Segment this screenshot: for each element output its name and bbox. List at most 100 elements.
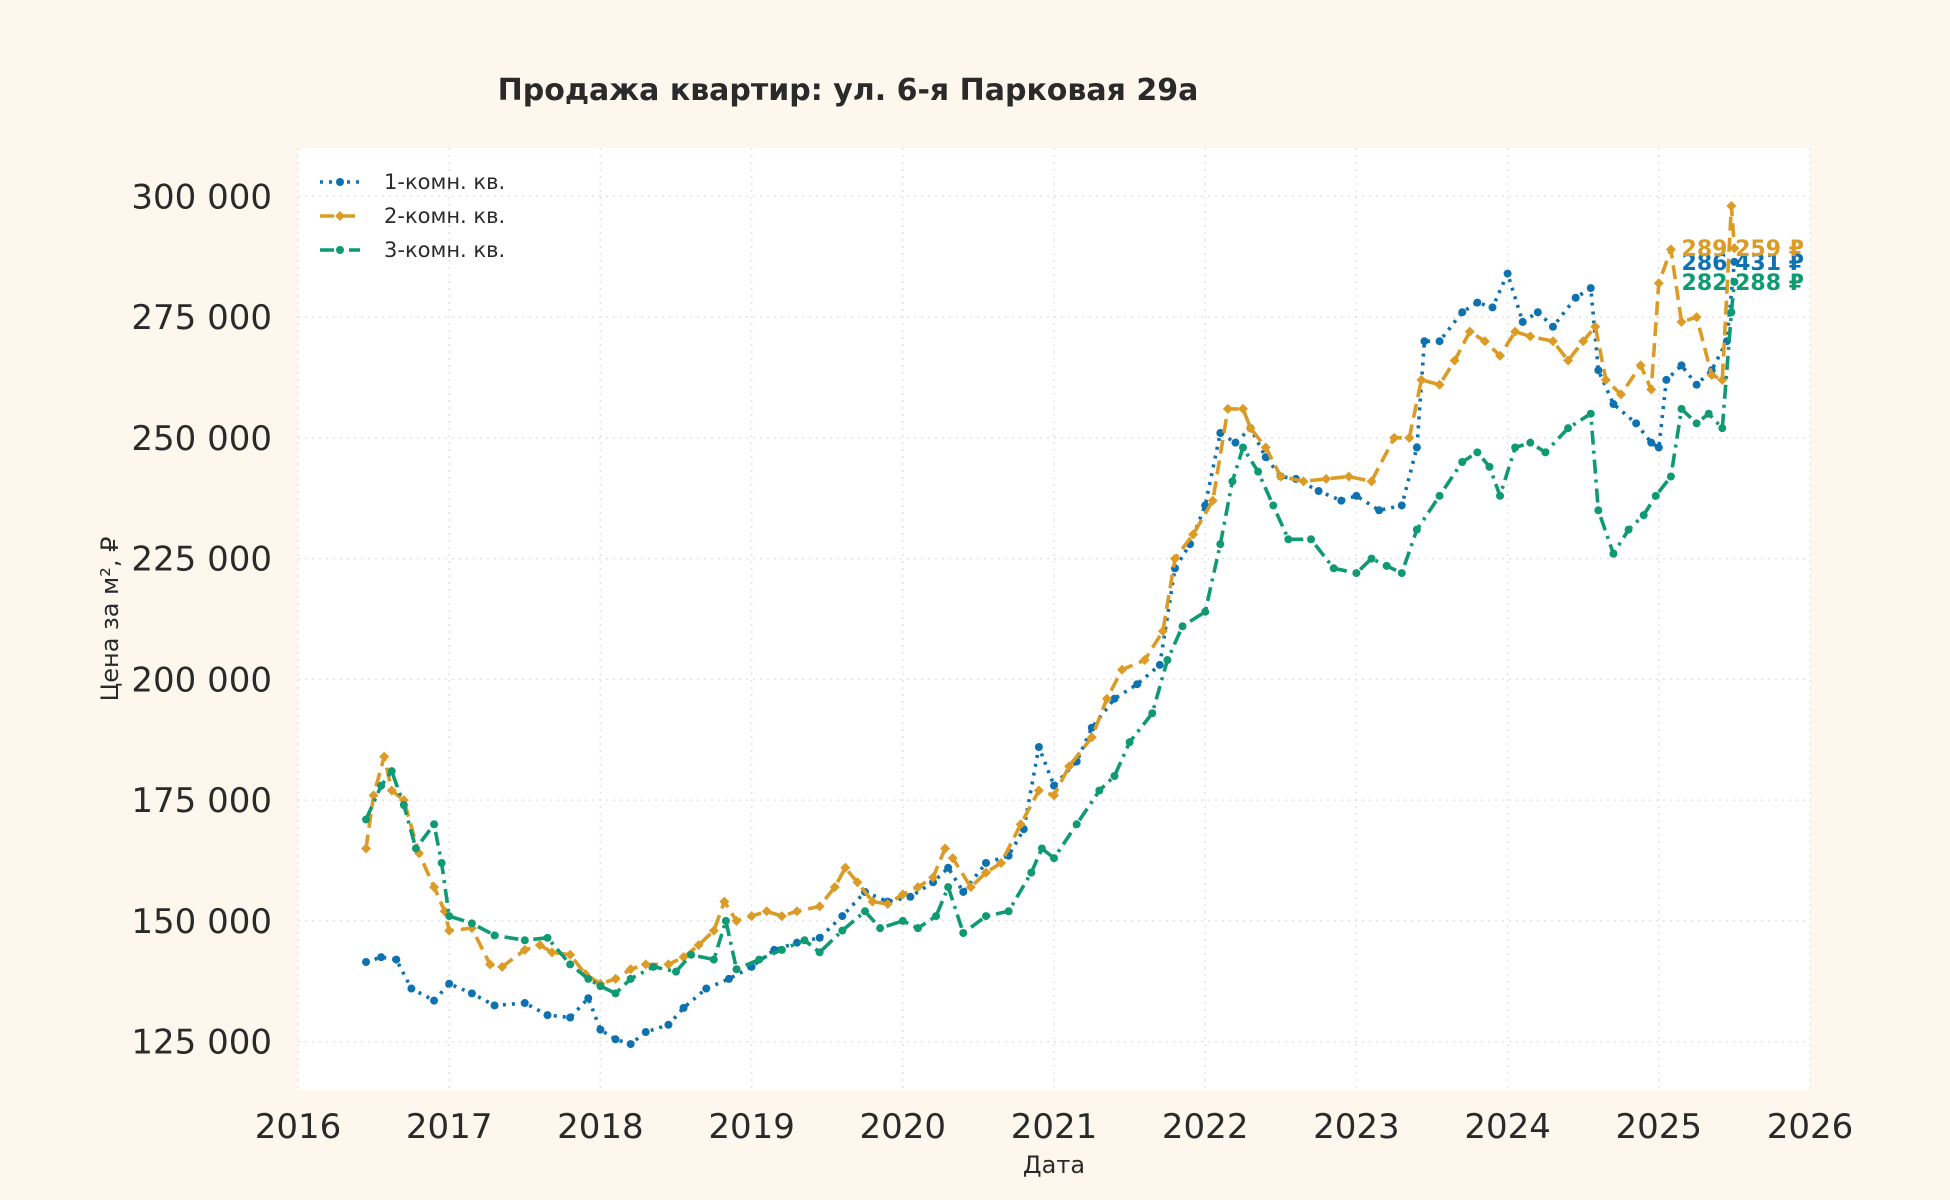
data-point [1352, 491, 1361, 500]
data-point [1718, 424, 1727, 433]
data-point [1034, 743, 1043, 752]
data-point [1086, 732, 1097, 743]
data-point [565, 949, 576, 960]
data-point [829, 882, 840, 893]
data-point [867, 896, 878, 907]
legend-marker [336, 246, 344, 254]
data-point [1072, 820, 1081, 829]
series-2 [361, 200, 1740, 989]
legend-label: 1-комн. кв. [384, 170, 505, 194]
x-axis-title: Дата [1023, 1151, 1085, 1179]
data-point [777, 945, 786, 954]
x-tick-label: 2021 [1011, 1107, 1098, 1147]
data-point [852, 877, 863, 888]
data-point [1254, 467, 1263, 476]
data-point [1110, 694, 1119, 703]
data-point [1525, 331, 1536, 342]
x-tick-label: 2018 [557, 1107, 644, 1147]
data-point [1485, 462, 1494, 471]
data-point [1389, 432, 1400, 443]
y-tick-label: 150 000 [131, 902, 272, 942]
legend-label: 2-комн. кв. [384, 204, 505, 228]
end-label-3: 282 288 ₽ [1682, 271, 1804, 296]
data-point [1231, 438, 1240, 447]
data-point [1269, 501, 1278, 510]
data-point [1397, 569, 1406, 578]
data-point [543, 933, 552, 942]
data-point [940, 843, 951, 854]
data-point [1412, 525, 1421, 534]
data-point [566, 1013, 575, 1022]
data-point [1473, 448, 1482, 457]
data-point [876, 924, 885, 933]
data-point [980, 867, 991, 878]
data-point [1064, 761, 1075, 772]
data-point [944, 863, 953, 872]
data-point [1148, 709, 1157, 718]
data-point [611, 1035, 620, 1044]
data-point [663, 959, 674, 970]
data-point [1518, 317, 1527, 326]
data-point [721, 916, 730, 925]
data-point [1510, 326, 1521, 337]
data-point [1677, 404, 1686, 413]
y-tick-label: 300 000 [131, 177, 272, 217]
data-point [815, 948, 824, 957]
data-point [1639, 511, 1648, 520]
end-labels: 286 431 ₽289 259 ₽ 282 288 ₽ [1682, 237, 1804, 296]
data-point [547, 947, 558, 958]
data-point [1404, 432, 1415, 443]
data-point [1692, 419, 1701, 428]
data-point [467, 919, 476, 928]
legend-label: 3-комн. кв. [384, 238, 505, 262]
data-point [981, 912, 990, 921]
data-point [1727, 308, 1736, 317]
data-point [1616, 389, 1626, 400]
data-point [838, 912, 847, 921]
data-point [1037, 844, 1046, 853]
data-point [1586, 409, 1595, 418]
data-point [1125, 738, 1134, 747]
y-tick-label: 125 000 [131, 1023, 272, 1063]
y-axis-title: Цена за м², ₽ [96, 537, 124, 702]
data-point [1163, 656, 1172, 665]
data-point [1435, 337, 1444, 346]
data-point [1382, 561, 1391, 570]
data-point [996, 857, 1007, 868]
data-point [882, 899, 893, 910]
data-point [445, 979, 454, 988]
data-point [1677, 361, 1686, 370]
data-point [840, 862, 851, 873]
data-point [520, 999, 529, 1008]
data-point [1049, 790, 1059, 801]
data-point [1563, 355, 1574, 366]
data-point [1676, 316, 1687, 327]
data-point [791, 906, 802, 917]
data-point [861, 907, 869, 916]
data-point [1706, 370, 1717, 381]
data-point [1412, 443, 1421, 452]
data-point [1157, 626, 1168, 637]
data-point [815, 933, 824, 942]
data-point [981, 858, 990, 867]
data-point [584, 994, 593, 1003]
data-point [1586, 284, 1595, 293]
legend-item-1: 1-комн. кв. [320, 170, 505, 194]
data-point [649, 962, 658, 971]
data-point [1245, 423, 1256, 434]
data-point [1133, 680, 1142, 689]
data-point [959, 929, 968, 937]
data-point [362, 815, 371, 824]
data-point [838, 926, 847, 935]
legend-marker [336, 178, 344, 186]
data-point [1375, 506, 1384, 515]
data-point [1704, 409, 1713, 418]
data-point [800, 936, 809, 945]
data-point [693, 940, 704, 951]
data-point [731, 915, 742, 926]
data-point [1110, 772, 1119, 780]
data-point [664, 1020, 673, 1029]
data-point [709, 955, 718, 964]
data-point [1329, 564, 1338, 573]
data-point [1548, 322, 1557, 331]
